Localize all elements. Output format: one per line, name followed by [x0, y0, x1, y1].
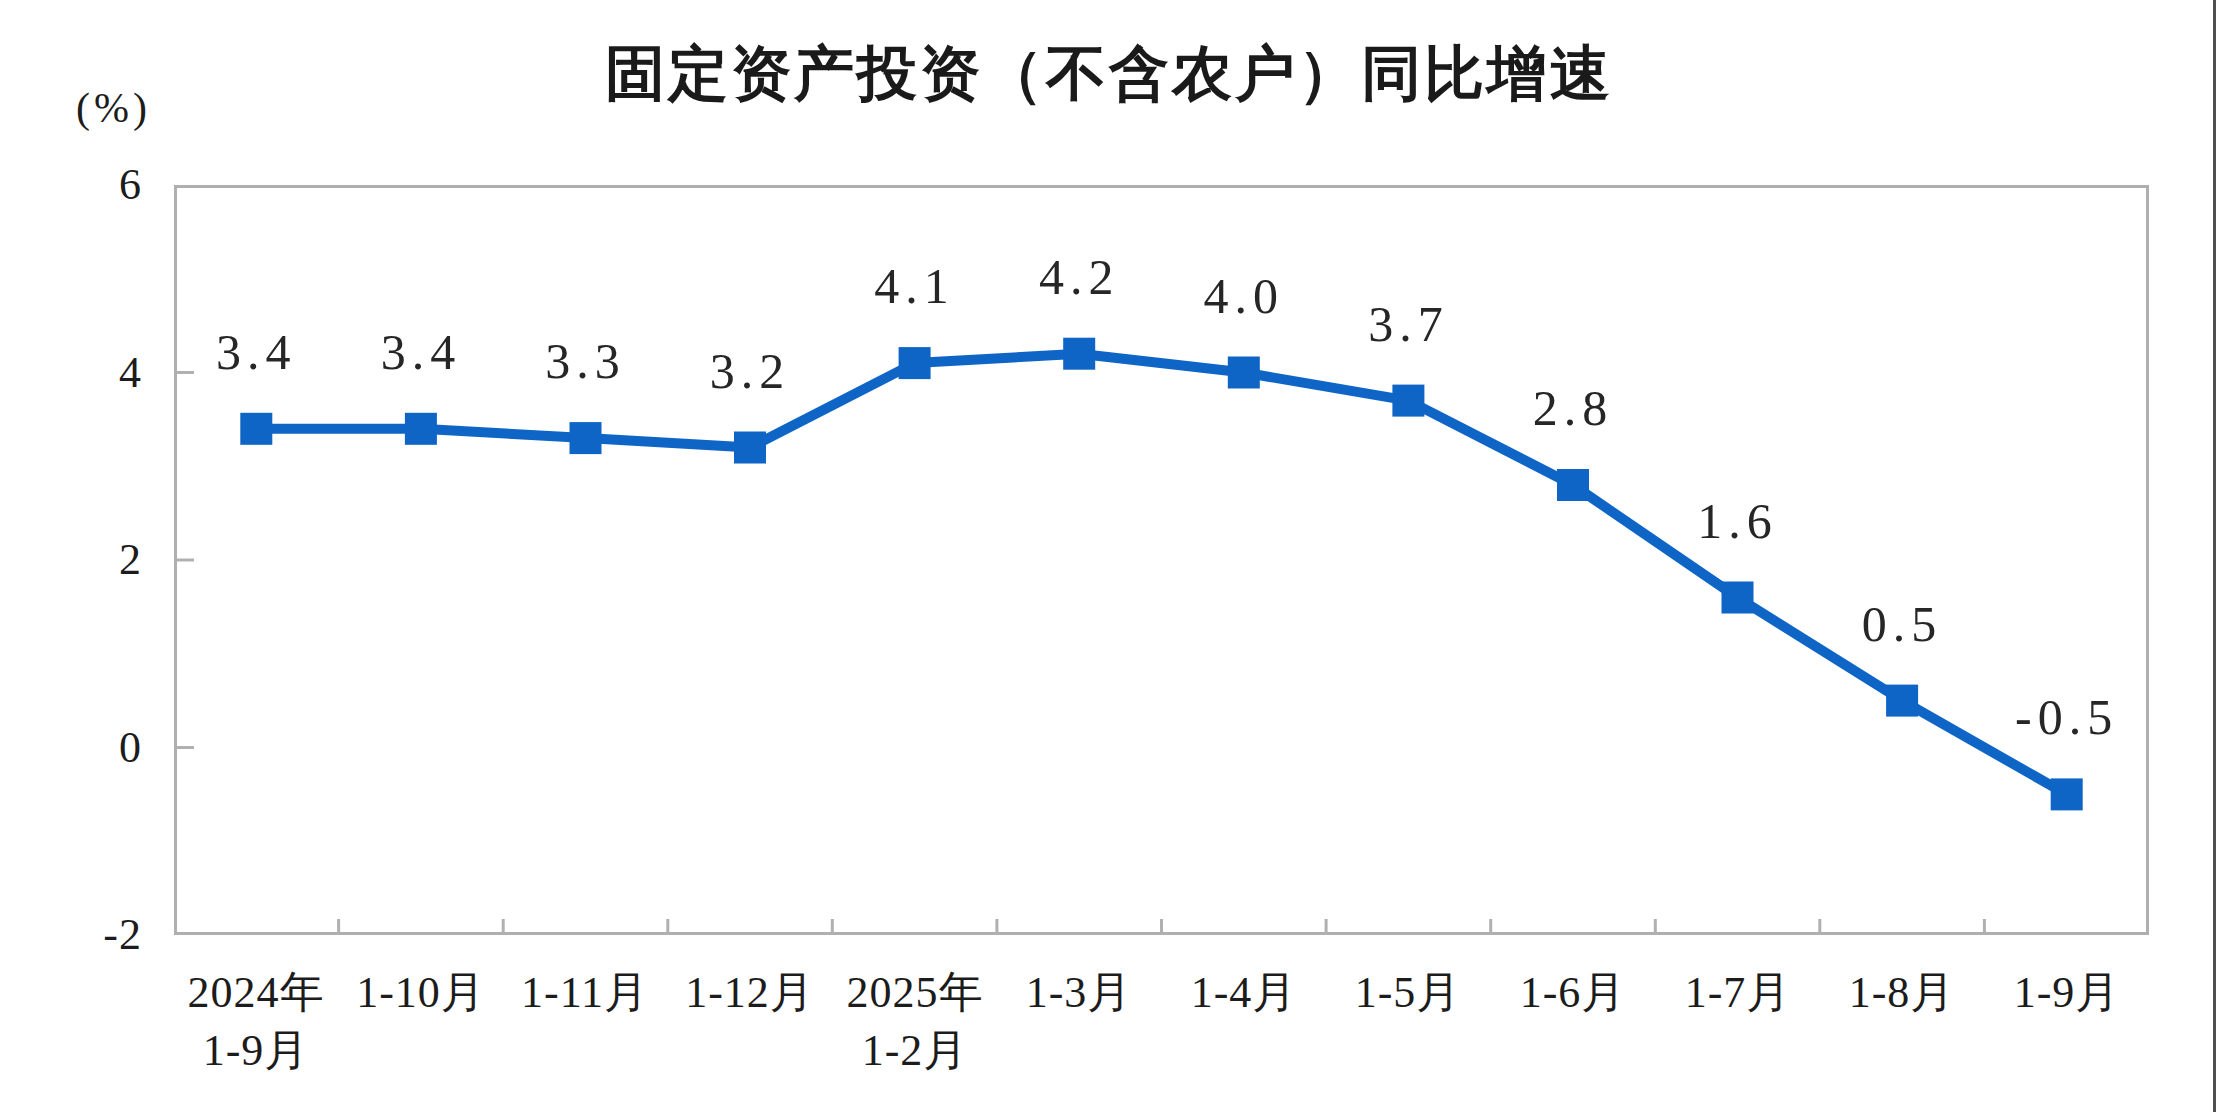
- data-point-marker: [1722, 582, 1754, 614]
- y-tick-label: 6: [0, 155, 142, 215]
- series-line: [256, 354, 2066, 795]
- data-point-label: 3.4: [216, 324, 296, 380]
- data-point-label: 0.5: [1862, 596, 1943, 652]
- data-point-label: 3.3: [545, 333, 626, 389]
- chart-title: 固定资产投资（不含农户）同比增速: [0, 34, 2218, 115]
- data-point-label: -0.5: [2015, 689, 2118, 745]
- data-point-label: 1.6: [1697, 493, 1778, 549]
- data-point-marker: [1063, 338, 1095, 370]
- y-tick-label: 4: [0, 343, 142, 403]
- data-point-marker: [899, 347, 931, 379]
- data-point-label: 4.2: [1039, 249, 1120, 305]
- data-point-marker: [570, 422, 602, 454]
- y-tick-label: 0: [0, 718, 142, 778]
- data-point-label: 2.8: [1533, 380, 1614, 436]
- data-point-label: 3.7: [1368, 296, 1449, 352]
- window-right-edge: [2213, 0, 2216, 1112]
- data-point-marker: [2051, 778, 2083, 810]
- data-point-marker: [734, 432, 766, 464]
- chart-canvas: 固定资产投资（不含农户）同比增速 (%) 3.4 3.4 3.3 3.2 4.1 4.2 4…: [0, 0, 2218, 1112]
- data-point-marker: [1392, 385, 1424, 417]
- data-point-marker: [1228, 357, 1260, 389]
- x-tick-label: 1-9月: [1917, 964, 2217, 1022]
- data-point-label: 3.4: [381, 324, 462, 380]
- data-point-marker: [240, 413, 272, 445]
- data-point-label: 4.0: [1204, 268, 1285, 324]
- data-point-label: 3.2: [710, 343, 791, 399]
- data-point-marker: [405, 413, 437, 445]
- y-axis-unit-label: (%): [76, 84, 151, 132]
- line-series-layer: 3.4 3.4 3.3 3.2 4.1 4.2 4.0 3.7 2.8 1.6 0.5 -0.5: [174, 185, 2149, 935]
- y-tick-label: -2: [0, 905, 142, 965]
- data-point-label: 4.1: [874, 258, 955, 314]
- y-tick-label: 2: [0, 530, 142, 590]
- data-point-marker: [1886, 685, 1918, 717]
- data-point-marker: [1557, 469, 1589, 501]
